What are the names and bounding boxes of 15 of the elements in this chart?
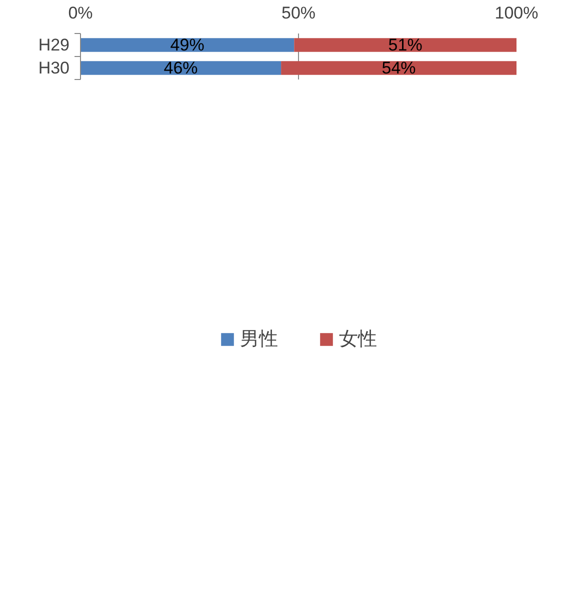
y-tick-label: H30 — [38, 58, 70, 78]
y-tick-label: H29 — [38, 36, 70, 54]
x-tick-label: 100% — [494, 4, 538, 22]
bar — [294, 38, 516, 52]
bar — [80, 38, 294, 52]
x-tick-label: 0% — [68, 4, 93, 22]
legend-label: 男性 — [240, 327, 278, 352]
data-label: 54% — [382, 58, 416, 78]
bar — [80, 61, 282, 75]
x-tick-label: 50% — [281, 4, 316, 22]
data-label: 46% — [164, 58, 198, 78]
bar — [281, 61, 516, 75]
data-label: 49% — [170, 36, 204, 54]
data-label: 51% — [388, 36, 422, 54]
legend-label: 女性 — [339, 327, 377, 352]
